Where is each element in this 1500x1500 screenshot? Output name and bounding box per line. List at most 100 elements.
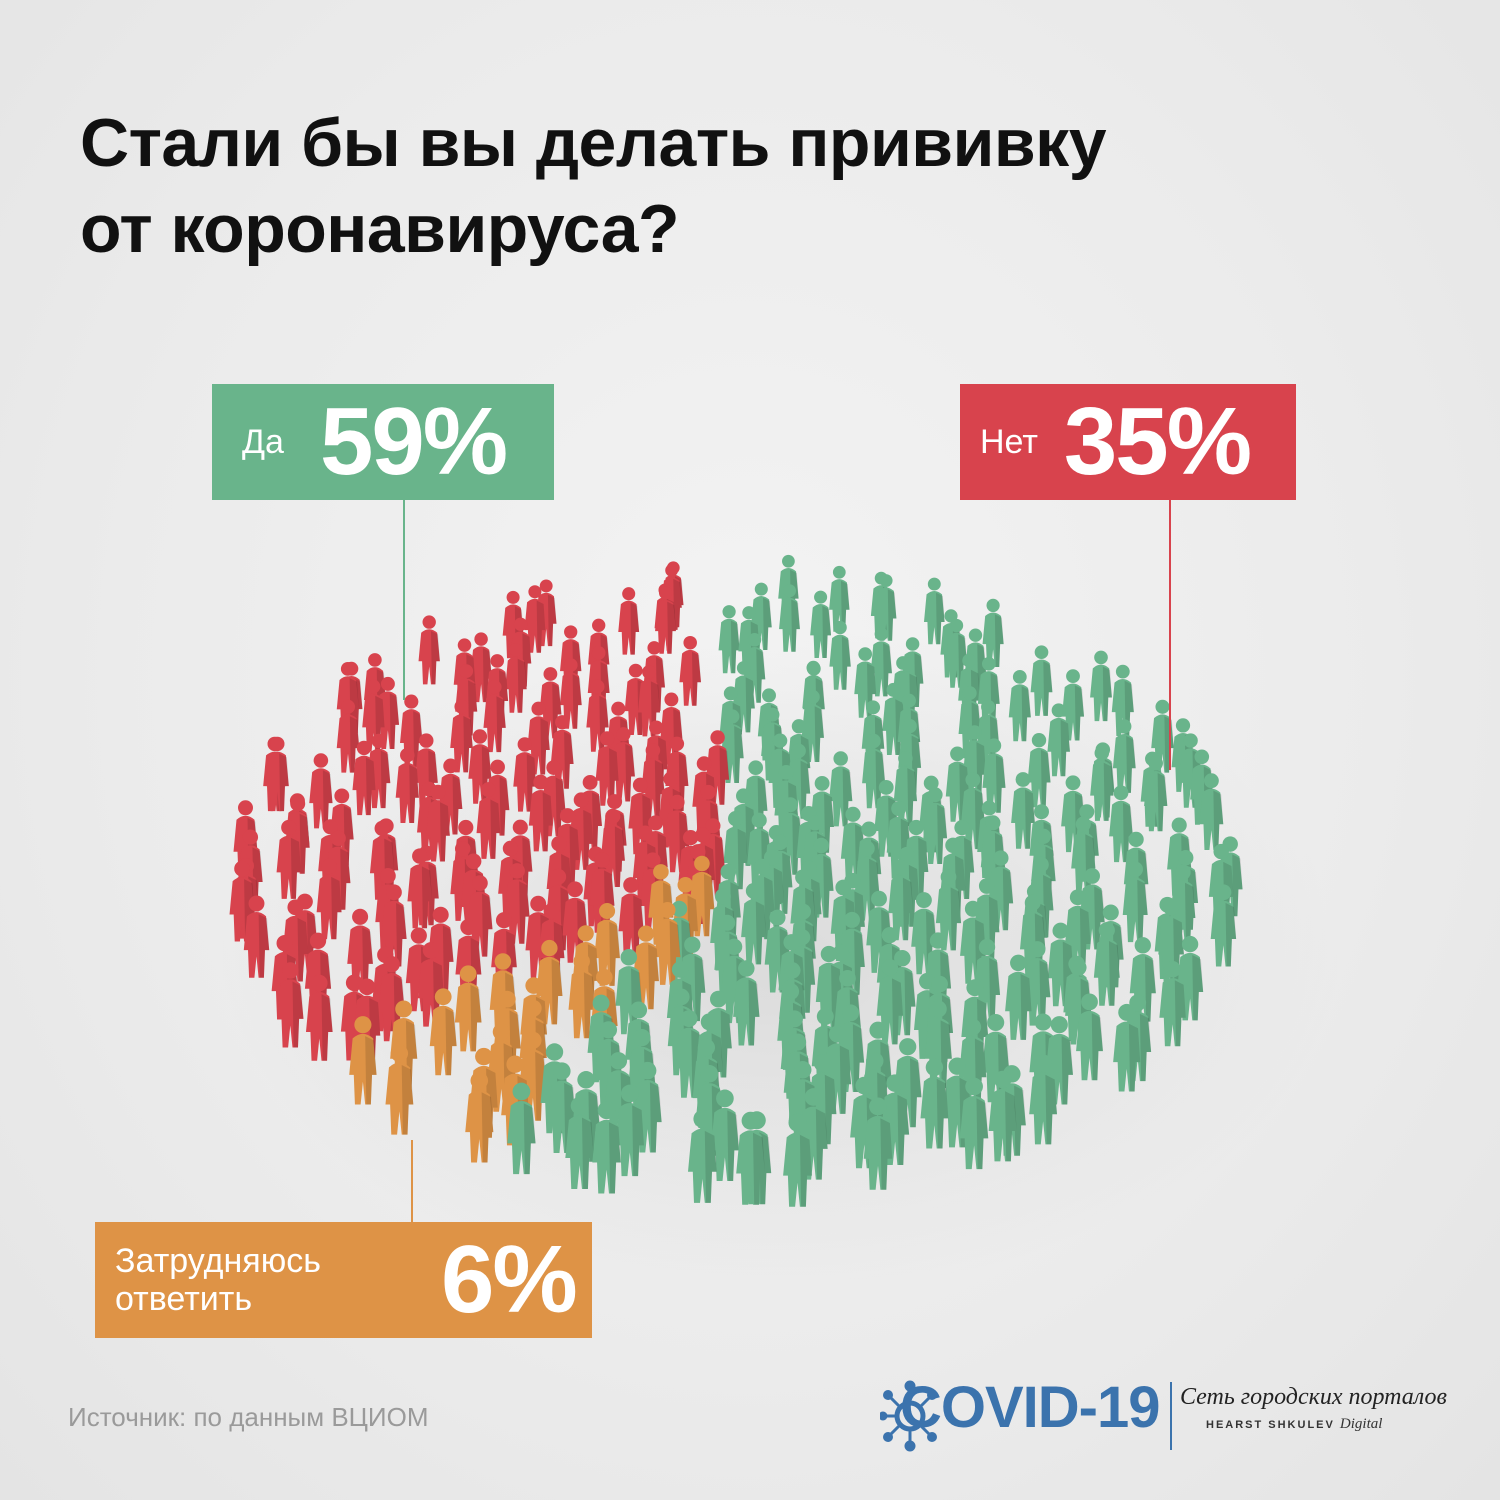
person-figure	[618, 587, 640, 655]
person-figure	[1113, 1003, 1141, 1092]
person-figure	[243, 895, 270, 978]
label-unsure-word: Затрудняюсь ответить	[115, 1242, 415, 1318]
person-figure	[483, 680, 506, 753]
person-figure	[982, 738, 1006, 813]
person-figure	[710, 1089, 740, 1181]
person-figure	[265, 736, 289, 812]
person-figure	[429, 988, 457, 1076]
person-figure	[611, 727, 635, 802]
person-figure	[316, 858, 342, 940]
person-figure	[592, 1101, 621, 1194]
person-figure	[741, 883, 767, 965]
person-figure	[1122, 861, 1148, 943]
person-figure	[465, 1071, 494, 1163]
person-figure	[1144, 756, 1168, 832]
person-figure	[513, 737, 537, 812]
person-figure	[418, 615, 440, 685]
person-figure	[1076, 993, 1103, 1081]
person-figure	[407, 848, 433, 929]
person-figure	[959, 1077, 989, 1170]
people-group	[229, 554, 1243, 1207]
logo-network-text: Сеть городских порталов	[1180, 1384, 1447, 1410]
person-figure	[1112, 719, 1136, 793]
person-figure	[385, 1044, 414, 1135]
person-figure	[1129, 937, 1156, 1022]
person-figure	[524, 585, 546, 653]
logo-company-name: HEARST SHKULEV	[1206, 1419, 1335, 1431]
logo-company-suffix: Digital	[1339, 1416, 1383, 1432]
person-figure	[426, 784, 450, 862]
person-figure	[718, 605, 740, 674]
logo-company: HEARST SHKULEV Digital	[1206, 1416, 1382, 1433]
label-no-percent: 35%	[1063, 388, 1252, 495]
person-figure	[568, 953, 595, 1039]
person-figure	[507, 1082, 536, 1175]
person-figure	[783, 1113, 812, 1207]
person-figure	[1090, 745, 1114, 821]
person-figure	[349, 1016, 377, 1105]
person-figure	[1027, 733, 1051, 808]
person-figure	[559, 658, 582, 729]
person-figure	[923, 577, 945, 645]
person-figure	[1210, 884, 1237, 967]
person-figure	[277, 962, 304, 1048]
person-figure	[1011, 772, 1035, 849]
person-figure	[982, 598, 1004, 667]
person-figure	[476, 782, 501, 859]
source-note: Источник: по данным ВЦИОМ	[68, 1402, 429, 1432]
person-figure	[395, 747, 419, 823]
person-figure	[779, 584, 800, 652]
person-figure	[1109, 785, 1133, 863]
person-figure	[1005, 954, 1032, 1040]
person-figure	[454, 965, 482, 1052]
person-figure	[810, 590, 832, 658]
person-figure	[863, 1097, 893, 1190]
person-figure	[736, 1111, 765, 1205]
person-figure	[618, 877, 644, 959]
person-figure	[504, 863, 530, 944]
person-figure	[888, 859, 914, 941]
person-figure	[870, 627, 892, 697]
person-figure	[1008, 670, 1031, 742]
label-yes-percent: 59%	[319, 388, 508, 495]
label-unsure: Затрудняюсь ответить 6%	[95, 1222, 592, 1338]
person-figure	[988, 1070, 1017, 1162]
chart-title: Стали бы вы делать прививку от коронавир…	[80, 100, 1380, 272]
logo-covid-text: COVID-19	[900, 1375, 1161, 1440]
person-figure	[633, 925, 659, 1010]
label-no: Нет 35%	[960, 384, 1296, 500]
person-figure	[923, 787, 948, 864]
person-figure	[594, 902, 620, 986]
person-figure	[961, 772, 985, 850]
person-figure	[352, 740, 376, 816]
person-figure	[505, 642, 527, 713]
person-figure	[305, 974, 333, 1061]
person-figure	[977, 656, 1000, 728]
person-figure	[862, 733, 886, 809]
person-figure	[1093, 922, 1120, 1006]
person-figure	[655, 586, 676, 654]
label-no-word: Нет	[980, 423, 1038, 461]
person-figure	[1047, 703, 1070, 777]
label-unsure-line-2: ответить	[115, 1280, 253, 1318]
label-unsure-percent: 6%	[441, 1226, 578, 1333]
person-figure	[367, 733, 391, 809]
person-figure	[1029, 1054, 1058, 1145]
virus-icon	[880, 1380, 937, 1452]
title-line-2: от коронавируса?	[80, 191, 680, 267]
person-figure	[336, 699, 360, 773]
person-figure	[565, 1096, 594, 1189]
label-yes-word: Да	[242, 423, 284, 461]
person-figure	[1199, 773, 1224, 850]
person-figure	[1159, 961, 1186, 1047]
person-figure	[528, 774, 553, 852]
person-figure	[1030, 645, 1053, 716]
person-figure	[615, 1084, 644, 1177]
person-figure	[829, 565, 850, 632]
label-yes: Да 59%	[212, 384, 554, 500]
person-figure	[815, 945, 842, 1031]
person-figure	[276, 819, 302, 899]
label-unsure-line-1: Затрудняюсь	[115, 1242, 321, 1280]
logo-divider	[1170, 1382, 1172, 1450]
